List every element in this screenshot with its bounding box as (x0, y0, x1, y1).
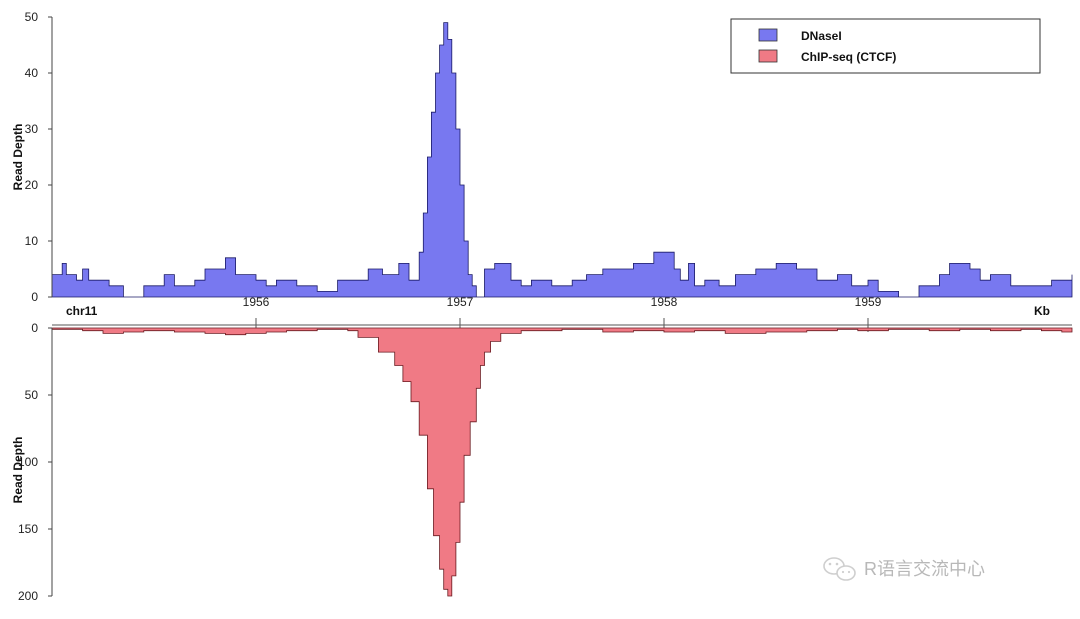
genomic-tick-label: 1956 (243, 295, 270, 309)
chipseq-y-tick-label: 150 (18, 522, 38, 536)
chipseq-y-tick-label: 50 (25, 388, 39, 402)
dnase-signal-area (51, 22, 1073, 298)
chipseq-signal-area (51, 327, 1073, 597)
genomic-tick-label: 1959 (855, 295, 882, 309)
chipseq-area-layer (51, 327, 1073, 597)
chromosome-label: chr11 (66, 304, 98, 318)
watermark: R语言交流中心 (823, 557, 985, 581)
dnase-y-axis-title: Read Depth (11, 124, 25, 191)
dnase-y-tick-label: 40 (25, 66, 39, 80)
legend-frame (730, 18, 1041, 74)
chipseq-y-ticks: 0 50 100 150 200 (18, 321, 52, 603)
chipseq-y-tick-label: 100 (18, 455, 38, 469)
chipseq-y-tick-label: 200 (18, 589, 38, 603)
dnase-panel: 0 10 20 30 40 50 Read Depth (11, 10, 1073, 304)
dnase-y-ticks: 0 10 20 30 40 50 (25, 10, 52, 304)
dnase-y-tick-label: 10 (25, 234, 39, 248)
legend-label-chipseq: ChIP-seq (CTCF) (801, 50, 896, 64)
legend-swatch-chipseq (758, 49, 778, 63)
genomic-tick-label: 1957 (447, 295, 474, 309)
watermark-text: R语言交流中心 (864, 559, 985, 579)
genomic-axis-ticks: 1956 1957 1958 1959 (243, 295, 882, 332)
chipseq-y-tick-label: 0 (31, 321, 38, 335)
wechat-logo-icon (823, 557, 856, 581)
dnase-y-tick-label: 30 (25, 122, 39, 136)
dnase-y-tick-label: 20 (25, 178, 39, 192)
genomic-coordinate-axis: 1956 1957 1958 1959 chr11 Kb (52, 295, 1072, 332)
dnase-area-layer (51, 22, 1073, 298)
legend: DNaseI ChIP-seq (CTCF) (730, 18, 1041, 74)
legend-swatch-dnase (758, 28, 778, 42)
legend-label-dnase: DNaseI (801, 29, 842, 43)
dnase-y-tick-label: 50 (25, 10, 39, 24)
genomic-tick-label: 1958 (651, 295, 678, 309)
chipseq-y-axis-title: Read Depth (11, 437, 25, 504)
dnase-y-tick-label: 0 (31, 290, 38, 304)
chipseq-panel: 0 50 100 150 200 Read Depth (11, 321, 1073, 603)
x-unit-label: Kb (1034, 304, 1050, 318)
